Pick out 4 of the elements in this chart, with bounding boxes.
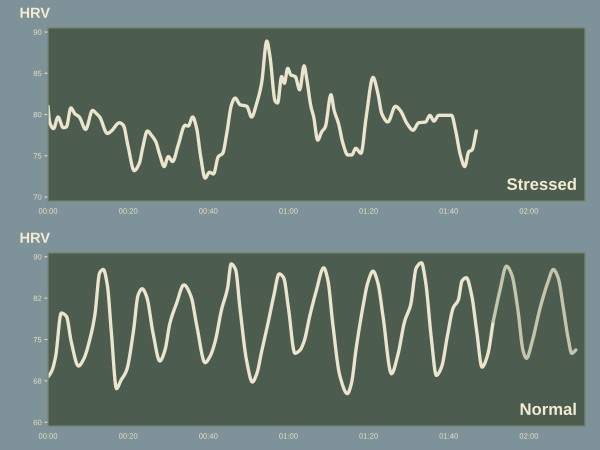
text: Stressed — [507, 178, 576, 190]
y-axis-title: HRV — [20, 8, 50, 18]
y-axis-title: HRV — [20, 232, 50, 243]
text: Normal — [520, 402, 576, 416]
